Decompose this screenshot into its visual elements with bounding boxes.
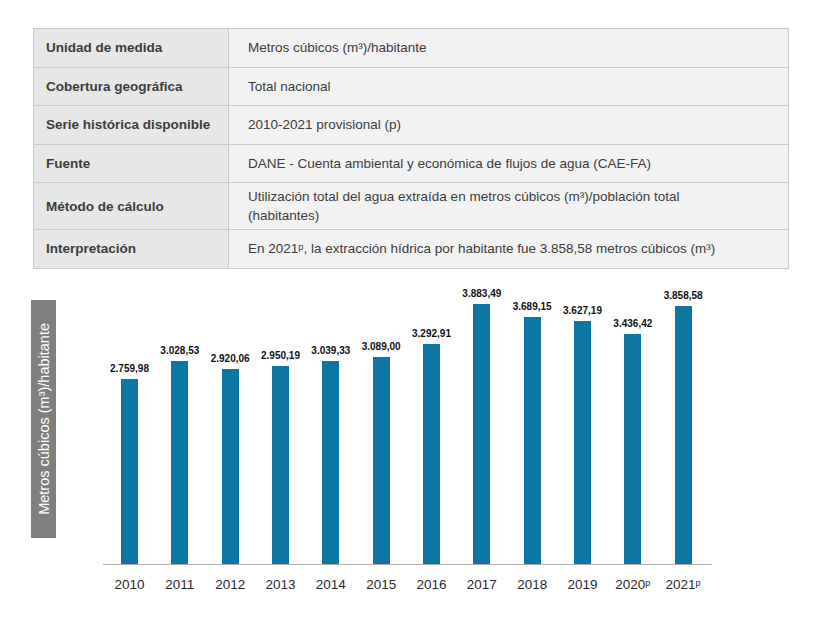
bar-2010	[121, 379, 138, 564]
table-row: Cobertura geográfica Total nacional	[34, 67, 789, 106]
row-value: Utilización total del agua extraída en m…	[229, 183, 789, 230]
x-axis-line	[103, 564, 712, 565]
row-value: Metros cúbicos (m³)/habitante	[229, 29, 789, 68]
row-value-text: Utilización total del agua extraída en m…	[248, 187, 748, 225]
bar-value-label: 3.627,19	[537, 304, 627, 317]
y-axis-label: Metros cúbicos (m³)/habitante	[36, 323, 52, 515]
row-value-text: Total nacional	[248, 77, 748, 96]
metadata-table-body: Unidad de medida Metros cúbicos (m³)/hab…	[34, 29, 789, 269]
bar-2013	[272, 366, 289, 564]
bar-value-label: 3.436,42	[588, 317, 678, 330]
metadata-table: Unidad de medida Metros cúbicos (m³)/hab…	[33, 28, 789, 269]
row-label: Método de cálculo	[34, 183, 229, 230]
page: Unidad de medida Metros cúbicos (m³)/hab…	[0, 0, 820, 620]
row-value: DANE - Cuenta ambiental y económica de f…	[229, 144, 789, 183]
row-label: Serie histórica disponible	[34, 106, 229, 145]
bar-value-label: 3.089,00	[336, 340, 426, 353]
table-row: Método de cálculo Utilización total del …	[34, 183, 789, 230]
bar-2018	[524, 317, 541, 564]
bar-2011	[171, 361, 188, 564]
bar-2020ᵖ	[624, 334, 641, 564]
bar-2016	[423, 344, 440, 564]
row-label: Unidad de medida	[34, 29, 229, 68]
row-label: Interpretación	[34, 230, 229, 269]
bar-2012	[222, 369, 239, 564]
row-value-text: DANE - Cuenta ambiental y económica de f…	[248, 154, 748, 173]
bar-value-label: 3.292,91	[386, 327, 476, 340]
row-value-text: 2010-2021 provisional (p)	[248, 115, 748, 134]
row-label: Fuente	[34, 144, 229, 183]
table-row: Interpretación En 2021ᵖ, la extracción h…	[34, 230, 789, 269]
row-value: En 2021ᵖ, la extracción hídrica por habi…	[229, 230, 789, 269]
x-axis-label: 2021ᵖ	[653, 577, 713, 592]
table-row: Serie histórica disponible 2010-2021 pro…	[34, 106, 789, 145]
row-value-text: En 2021ᵖ, la extracción hídrica por habi…	[248, 239, 748, 258]
bar-2019	[574, 321, 591, 564]
bar-2017	[473, 304, 490, 564]
bar-2014	[322, 361, 339, 564]
table-row: Unidad de medida Metros cúbicos (m³)/hab…	[34, 29, 789, 68]
row-value: 2010-2021 provisional (p)	[229, 106, 789, 145]
row-value-text: Metros cúbicos (m³)/habitante	[248, 38, 748, 57]
bar-value-label: 3.883,49	[437, 287, 527, 300]
bar-2015	[373, 357, 390, 564]
row-value: Total nacional	[229, 67, 789, 106]
bar-value-label: 3.858,58	[638, 289, 728, 302]
y-axis-label-band: Metros cúbicos (m³)/habitante	[31, 300, 56, 538]
bar-2021ᵖ	[675, 306, 692, 564]
row-label: Cobertura geográfica	[34, 67, 229, 106]
bar-value-label: 2.759,98	[85, 362, 175, 375]
table-row: Fuente DANE - Cuenta ambiental y económi…	[34, 144, 789, 183]
